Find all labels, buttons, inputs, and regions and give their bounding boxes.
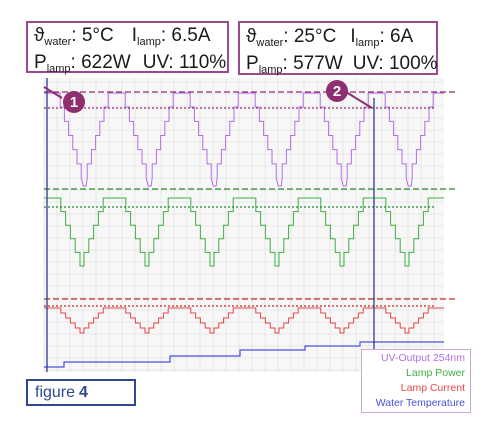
figure-number: 4 bbox=[79, 383, 88, 401]
lamp-power-reading-1: Plamp: 622W bbox=[34, 52, 131, 75]
figure-label-text: figure bbox=[35, 383, 76, 401]
water-temperature-reading-1: ϑwater: 5°C bbox=[34, 25, 114, 48]
chart-legend: UV-Output 254nm Lamp Power Lamp Current … bbox=[361, 349, 471, 413]
measurement-callout-2: ϑwater: 25°C Ilamp: 6A Plamp: 577W UV: 1… bbox=[238, 21, 438, 76]
lamp-current-reading-1: Ilamp: 6.5A bbox=[131, 25, 211, 48]
legend-item-water-temperature: Water Temperature bbox=[375, 397, 465, 409]
water-temperature-reading-2: ϑwater: 25°C bbox=[246, 26, 337, 49]
legend-item-uv-output: UV-Output 254nm bbox=[380, 352, 465, 364]
uv-output-trace bbox=[44, 92, 444, 187]
lamp-power-reading-2: Plamp: 577W bbox=[246, 53, 343, 76]
lamp-current-reading-2: Ilamp: 6A bbox=[350, 26, 414, 49]
legend-item-lamp-current: Lamp Current bbox=[400, 382, 465, 394]
marker-badge-1: 1 bbox=[63, 91, 85, 113]
uv-output-reading-2: UV: 100% bbox=[352, 53, 438, 74]
lamp-power-trace bbox=[44, 197, 444, 267]
callout-pointer-2 bbox=[345, 91, 373, 109]
lamp-current-trace bbox=[44, 307, 444, 334]
water-temperature-trace bbox=[44, 341, 444, 368]
marker-badge-2: 2 bbox=[326, 80, 348, 102]
figure-label: figure 4 bbox=[26, 379, 136, 406]
uv-output-reading-1: UV: 110% bbox=[142, 52, 227, 73]
measurement-callout-1: ϑwater: 5°C Ilamp: 6.5A Plamp: 622W UV: … bbox=[26, 21, 229, 75]
callout-pointer-1 bbox=[43, 86, 63, 99]
legend-item-lamp-power: Lamp Power bbox=[406, 367, 465, 379]
plot-area bbox=[44, 78, 444, 372]
